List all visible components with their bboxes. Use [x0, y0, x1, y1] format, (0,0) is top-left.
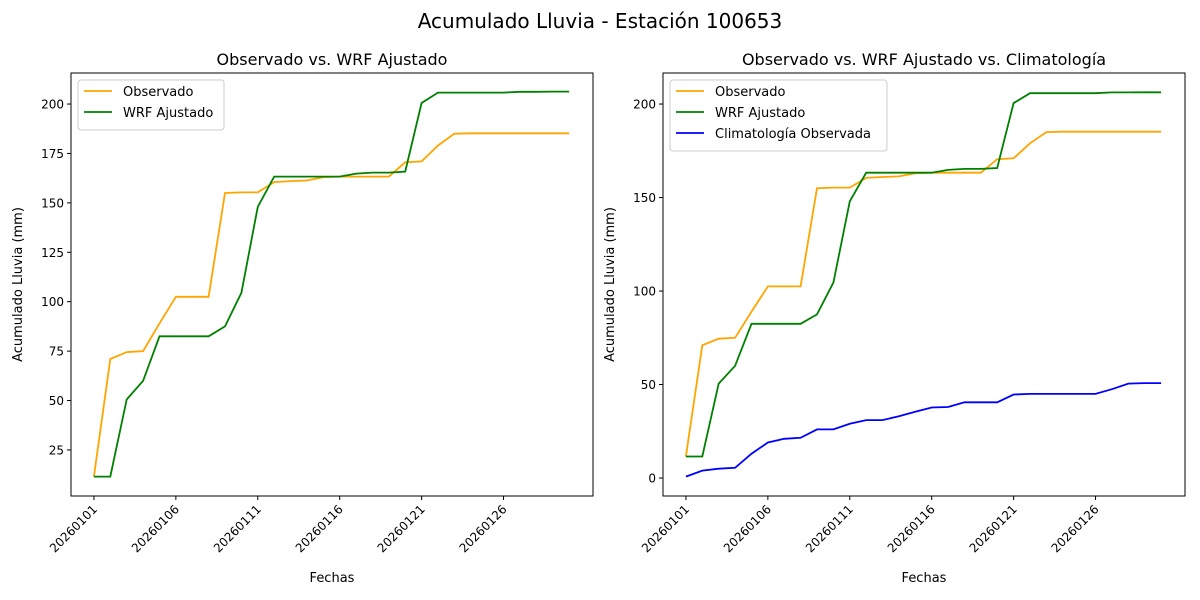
axes-frame [70, 72, 594, 497]
series-line-observado [685, 130, 1162, 457]
series-line-wrf-ajustado [685, 91, 1162, 458]
y-tick-label: 50 [641, 378, 656, 392]
series-line-observado [93, 132, 570, 477]
y-axis-label: Acumulado Lluvia (mm) [11, 207, 26, 362]
y-tick-label: 150 [41, 196, 64, 210]
x-tick-label: 20260111 [803, 502, 856, 555]
x-axis-label: Fechas [310, 571, 355, 586]
x-tick-label: 20260106 [129, 502, 182, 555]
x-tick-label: 20260106 [721, 502, 774, 555]
legend-label: Observado [715, 85, 786, 100]
x-tick-label: 20260116 [293, 502, 346, 555]
x-tick-label: 20260126 [1049, 502, 1102, 555]
subplot-2: Observado vs. WRF Ajustado vs. Climatolo… [603, 50, 1186, 586]
legend-label: WRF Ajustado [123, 106, 213, 121]
y-tick-label: 100 [41, 295, 64, 309]
x-axis-label: Fechas [902, 571, 947, 586]
x-tick-label: 20260126 [457, 502, 510, 555]
legend: Observado WRF Ajustado Climatología Observ… [669, 79, 888, 152]
y-axis-label: Acumulado Lluvia (mm) [603, 207, 618, 362]
y-tick-label: 200 [41, 98, 64, 112]
x-tick-label: 20260111 [211, 502, 264, 555]
subplot-title: Observado vs. WRF Ajustado [217, 50, 448, 69]
y-tick-label: 200 [633, 98, 656, 112]
x-tick-label: 20260116 [885, 502, 938, 555]
legend-label: WRF Ajustado [715, 106, 805, 121]
axes-frame [662, 72, 1186, 497]
y-tick-label: 100 [633, 285, 656, 299]
series-line-climatolog-a-observada [685, 382, 1162, 478]
y-tick-label: 175 [41, 147, 64, 161]
legend-label: Observado [123, 85, 194, 100]
x-tick-label: 20260121 [375, 502, 428, 555]
subplot-title: Observado vs. WRF Ajustado vs. Climatolo… [742, 50, 1106, 69]
x-tick-label: 20260101 [47, 502, 100, 555]
y-tick-label: 0 [648, 472, 656, 486]
y-tick-label: 50 [49, 394, 64, 408]
subplot-1: Observado vs. WRF Ajustado 25 50 75 100 125 15… [11, 50, 594, 586]
legend: Observado WRF Ajustado [77, 79, 225, 131]
x-tick-label: 20260121 [967, 502, 1020, 555]
y-tick-label: 75 [49, 345, 64, 359]
legend-label: Climatología Observada [715, 127, 871, 142]
series-line-wrf-ajustado [93, 90, 570, 478]
x-tick-label: 20260101 [639, 502, 692, 555]
figure-title: Acumulado Lluvia - Estación 100653 [418, 9, 783, 33]
y-tick-label: 150 [633, 191, 656, 205]
y-tick-label: 25 [49, 443, 64, 457]
y-tick-label: 125 [41, 246, 64, 260]
